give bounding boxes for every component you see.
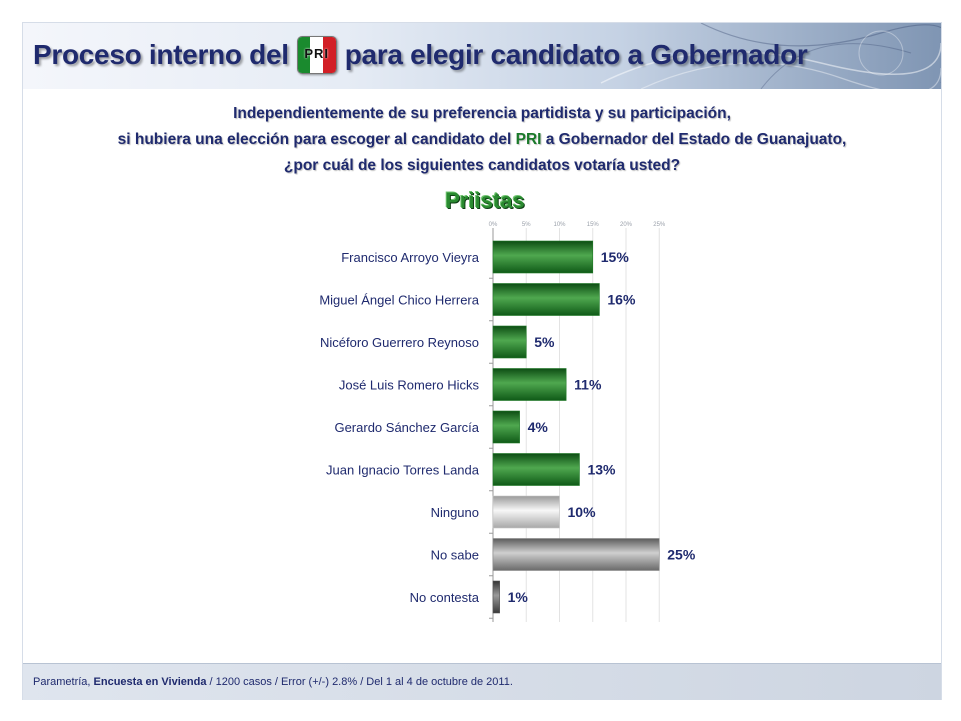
- x-tick-label: 25%: [653, 222, 666, 228]
- chart-bars: Francisco Arroyo Vieyra 15% Miguel Ángel C…: [319, 240, 696, 614]
- chart-title: Priistas: [445, 188, 525, 213]
- bar-chart: 0% 5% 10% 15% 20% 25% Francisco Arroyo Vieyra…: [319, 222, 696, 622]
- chart-x-ticks: 0% 5% 10% 15% 20% 25%: [489, 222, 666, 228]
- bar: [492, 368, 567, 401]
- pri-logo: PRI: [296, 36, 337, 74]
- slide: Proceso interno del PRI para elegir cand…: [22, 22, 942, 700]
- category-label: Ninguno: [431, 505, 479, 520]
- bar: [492, 580, 500, 614]
- x-tick-label: 5%: [522, 222, 531, 228]
- bar: [492, 453, 580, 486]
- category-label: Francisco Arroyo Vieyra: [341, 250, 480, 265]
- data-label: 1%: [508, 589, 529, 605]
- category-label: No sabe: [431, 548, 479, 563]
- page-title: Proceso interno del PRI para elegir cand…: [33, 36, 808, 74]
- pri-logo-text: PRI: [304, 46, 330, 61]
- bar: [492, 325, 527, 359]
- bar: [492, 410, 520, 444]
- x-tick-label: 15%: [587, 222, 600, 228]
- question-line-2: si hubiera una elección para escoger al …: [23, 127, 941, 153]
- category-label: No contesta: [410, 590, 480, 605]
- header-banner: Proceso interno del PRI para elegir cand…: [23, 23, 941, 89]
- data-label: 16%: [607, 292, 636, 308]
- footer-survey: Encuesta en Vivienda: [93, 676, 207, 688]
- question-line-1: Independientemente de su preferencia par…: [233, 105, 731, 122]
- footer-details: / 1200 casos / Error (+/-) 2.8% / Del 1 …: [209, 676, 513, 688]
- survey-question: Independientemente de su preferencia par…: [23, 101, 941, 179]
- data-label: 13%: [587, 462, 616, 478]
- footer-source-text: Parametría, Encuesta en Vivienda / 1200 …: [33, 676, 513, 688]
- data-label: 4%: [528, 419, 549, 435]
- x-tick-label: 10%: [553, 222, 566, 228]
- category-label: José Luis Romero Hicks: [339, 378, 480, 393]
- bar: [492, 283, 600, 316]
- data-label: 11%: [574, 377, 602, 393]
- data-label: 25%: [667, 547, 696, 563]
- data-label: 15%: [601, 249, 630, 265]
- category-label: Miguel Ángel Chico Herrera: [319, 293, 479, 308]
- question-line-3: ¿por cuál de los siguientes candidatos v…: [283, 157, 681, 174]
- footer: Parametría, Encuesta en Vivienda / 1200 …: [23, 663, 941, 700]
- title-before: Proceso interno del: [33, 39, 289, 70]
- question-party: PRI: [515, 131, 542, 148]
- question-line-2-start: si hubiera una elección para escoger al …: [117, 131, 516, 148]
- question-line-2-end: a Gobernador del Estado de Guanajuato,: [541, 131, 847, 148]
- category-label: Gerardo Sánchez García: [334, 420, 479, 435]
- title-after: para elegir candidato a Gobernador: [344, 39, 808, 70]
- category-label: Juan Ignacio Torres Landa: [326, 463, 480, 478]
- bar: [492, 240, 594, 274]
- data-label: 5%: [534, 334, 555, 350]
- x-tick-label: 0%: [489, 222, 498, 228]
- decorative-lines: [600, 23, 941, 89]
- x-tick-label: 20%: [620, 222, 633, 228]
- data-label: 10%: [568, 504, 597, 520]
- footer-source: Parametría,: [33, 676, 91, 688]
- bar: [492, 495, 560, 529]
- bar: [492, 538, 660, 571]
- category-label: Nicéforo Guerrero Reynoso: [320, 335, 479, 350]
